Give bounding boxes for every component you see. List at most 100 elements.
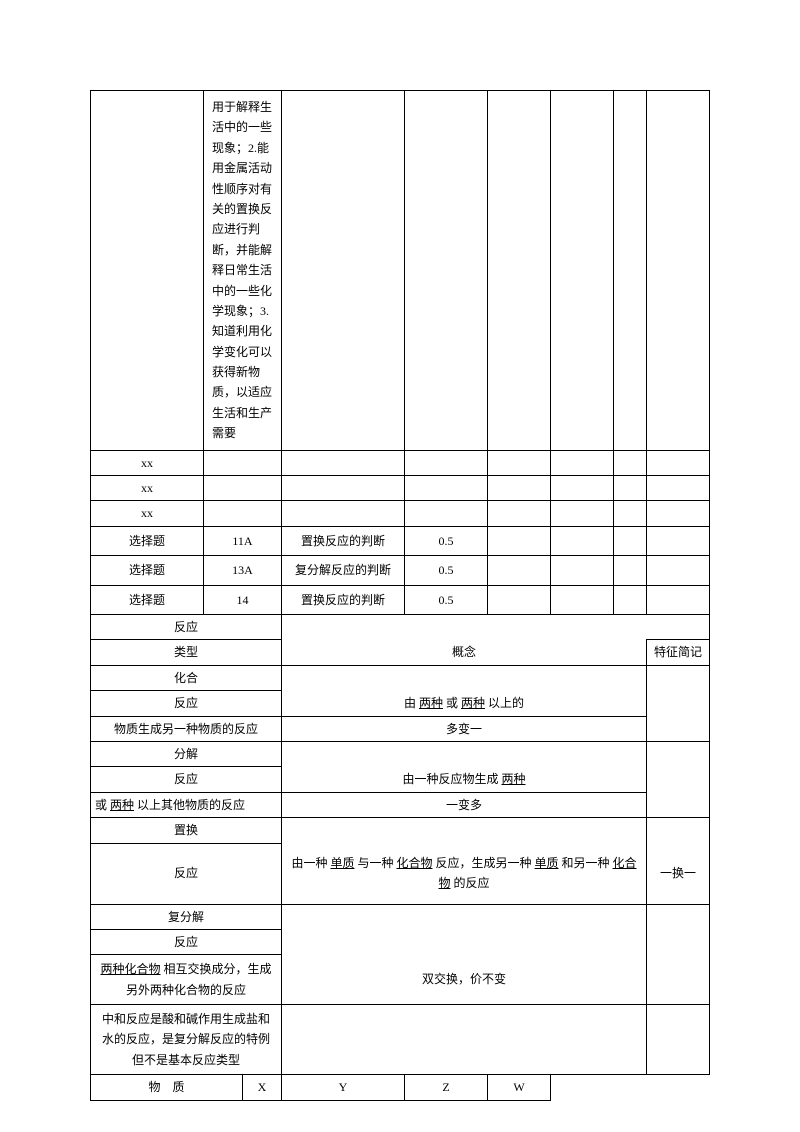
blank-cell: [488, 585, 551, 614]
blank-cell: [551, 450, 614, 475]
blank-cell: [405, 450, 488, 475]
blank-cell: [282, 91, 405, 451]
displacement-label: 置换: [91, 818, 282, 843]
blank-cell: [488, 526, 551, 555]
blank-cell: [551, 556, 614, 585]
feature-header: 特征简记: [647, 640, 710, 665]
blank-cell: [647, 691, 710, 716]
blank-cell: [282, 665, 647, 690]
blank-cell: [551, 476, 614, 501]
xx-cell: xx: [91, 450, 204, 475]
q-num: 13A: [204, 556, 282, 585]
blank-cell: [405, 91, 488, 451]
blank-cell: [614, 585, 647, 614]
blank-cell: [488, 91, 551, 451]
blank-cell: [647, 501, 710, 526]
blank-cell: [282, 501, 405, 526]
blank-cell: [647, 767, 710, 792]
blank-cell: [282, 450, 405, 475]
blank-cell: [282, 476, 405, 501]
blank-cell: [614, 91, 647, 451]
blank-cell: [647, 741, 710, 766]
blank-cell: [405, 476, 488, 501]
type-header: 类型: [91, 640, 282, 665]
xx-cell: xx: [91, 501, 204, 526]
q-num: 14: [204, 585, 282, 614]
xx-cell: xx: [91, 476, 204, 501]
blank-cell: [647, 904, 710, 929]
blank-cell: [488, 501, 551, 526]
blank-cell: [647, 526, 710, 555]
concept-cell: 由一种 单质 与一种 化合物 反应，生成另一种 单质 和另一种 化合物 的反应: [282, 843, 647, 904]
q-num: 11A: [204, 526, 282, 555]
blank-cell: [551, 585, 614, 614]
substance-label: 物 质: [91, 1075, 243, 1100]
col-w: W: [488, 1075, 551, 1100]
q-score: 0.5: [405, 556, 488, 585]
blank-cell: [647, 476, 710, 501]
reaction-label: 反应: [91, 691, 282, 716]
blank-cell: [647, 450, 710, 475]
neutralization-note: 中和反应是酸和碱作用生成盐和水的反应，是复分解反应的特例但不是基本反应类型: [91, 1005, 282, 1075]
feature-cell: 多变一: [282, 716, 647, 741]
blank-cell: [647, 585, 710, 614]
blank-cell: [282, 929, 647, 954]
blank-cell: [282, 741, 647, 766]
blank-cell: [614, 450, 647, 475]
feature-cell: 一变多: [282, 792, 647, 817]
blank-cell: [282, 818, 647, 843]
q-type: 选择题: [91, 585, 204, 614]
blank-cell: [282, 614, 710, 639]
blank-cell: [204, 501, 282, 526]
q-desc: 置换反应的判断: [282, 526, 405, 555]
blank-cell: [91, 91, 204, 451]
blank-cell: [282, 904, 647, 929]
concept-cell: 由 两种 或 两种 以上的: [282, 691, 647, 716]
blank-cell: [647, 818, 710, 843]
blank-cell: [647, 1005, 710, 1075]
q-desc: 置换反应的判断: [282, 585, 405, 614]
blank-cell: [647, 556, 710, 585]
feature-cell: 双交换，价不变: [282, 955, 647, 1005]
col-y: Y: [282, 1075, 405, 1100]
blank-cell: [551, 501, 614, 526]
blank-cell: [614, 501, 647, 526]
q-type: 选择题: [91, 556, 204, 585]
blank-cell: [614, 556, 647, 585]
concept-header: 概念: [282, 640, 647, 665]
q-score: 0.5: [405, 585, 488, 614]
blank-cell: [647, 665, 710, 690]
blank-cell: [488, 556, 551, 585]
blank-cell: [647, 792, 710, 817]
q-score: 0.5: [405, 526, 488, 555]
blank-cell: [282, 1005, 647, 1075]
feature-cell: 一换一: [647, 843, 710, 904]
or-label: 或 两种 以上其他物质的反应: [91, 792, 282, 817]
blank-cell: [647, 929, 710, 954]
compounds-label: 两种化合物 相互交换成分，生成另外两种化合物的反应: [91, 955, 282, 1005]
blank-cell: [614, 526, 647, 555]
blank-cell: [551, 526, 614, 555]
reaction-label: 反应: [91, 767, 282, 792]
q-desc: 复分解反应的判断: [282, 556, 405, 585]
combine-label: 化合: [91, 665, 282, 690]
blank-cell: [647, 716, 710, 741]
reaction-label: 反应: [91, 843, 282, 904]
blank-cell: [647, 955, 710, 1005]
col-z: Z: [405, 1075, 488, 1100]
blank-cell: [488, 476, 551, 501]
content-description: 用于解释生活中的一些现象；2.能用金属活动性顺序对有关的置换反应进行判断，并能解…: [204, 91, 282, 451]
blank-cell: [204, 476, 282, 501]
desc-text: 用于解释生活中的一些现象；2.能用金属活动性顺序对有关的置换反应进行判断，并能解…: [212, 100, 272, 440]
blank-cell: [647, 91, 710, 451]
blank-cell: [614, 476, 647, 501]
reaction-header: 反应: [91, 614, 282, 639]
blank-cell: [551, 1075, 710, 1100]
blank-cell: [488, 450, 551, 475]
blank-cell: [551, 91, 614, 451]
metathesis-label: 复分解: [91, 904, 282, 929]
concept-cell: 由一种反应物生成 两种: [282, 767, 647, 792]
reaction-label: 反应: [91, 929, 282, 954]
blank-cell: [405, 501, 488, 526]
blank-cell: [204, 450, 282, 475]
